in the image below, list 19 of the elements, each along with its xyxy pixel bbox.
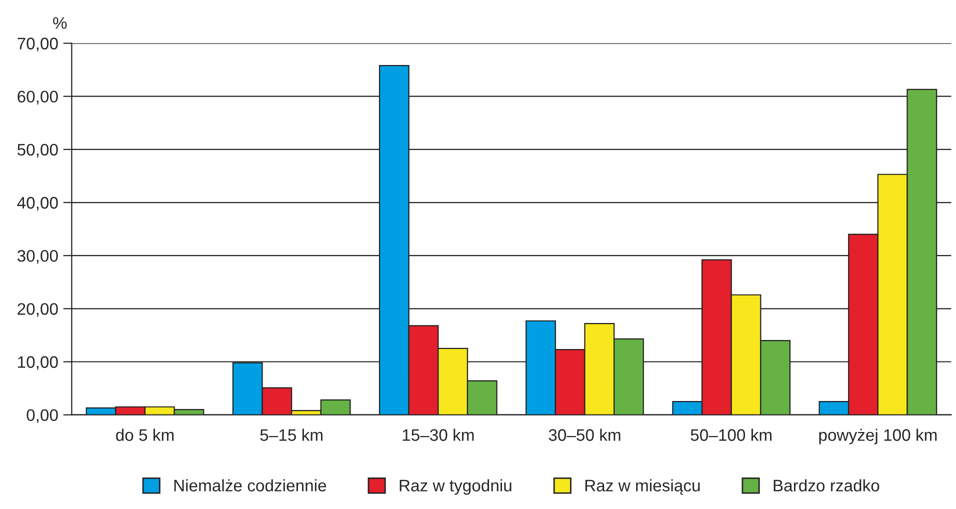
y-axis-title: %	[53, 17, 67, 29]
legend-label: Raz w miesiącu	[585, 479, 700, 495]
x-tick-label: do 5 km	[116, 428, 174, 441]
x-tick-label: powyżej 100 km	[819, 428, 937, 444]
x-tick-label: 30–50 km	[548, 428, 620, 441]
y-tick-label: 40,00	[17, 196, 58, 211]
legend-label: Raz w tygodniu	[400, 479, 512, 495]
y-tick-label: 0,00	[26, 409, 58, 424]
legend-label: Niemalże codziennie	[174, 479, 326, 492]
y-tick-label: 20,00	[18, 303, 58, 317]
y-tick-label: 50,00	[17, 144, 58, 158]
x-tick-label: 50–100 km	[690, 428, 772, 441]
y-tick-label: 70,00	[18, 38, 58, 52]
x-tick-label: 5–15 km	[260, 428, 322, 441]
y-tick-label: 10,00	[18, 356, 58, 370]
legend-label: Bardzo rzadko	[774, 479, 880, 492]
y-tick-label: 30,00	[17, 250, 58, 264]
x-tick-label: 15–30 km	[402, 428, 474, 441]
y-tick-label: 60,00	[18, 90, 58, 105]
